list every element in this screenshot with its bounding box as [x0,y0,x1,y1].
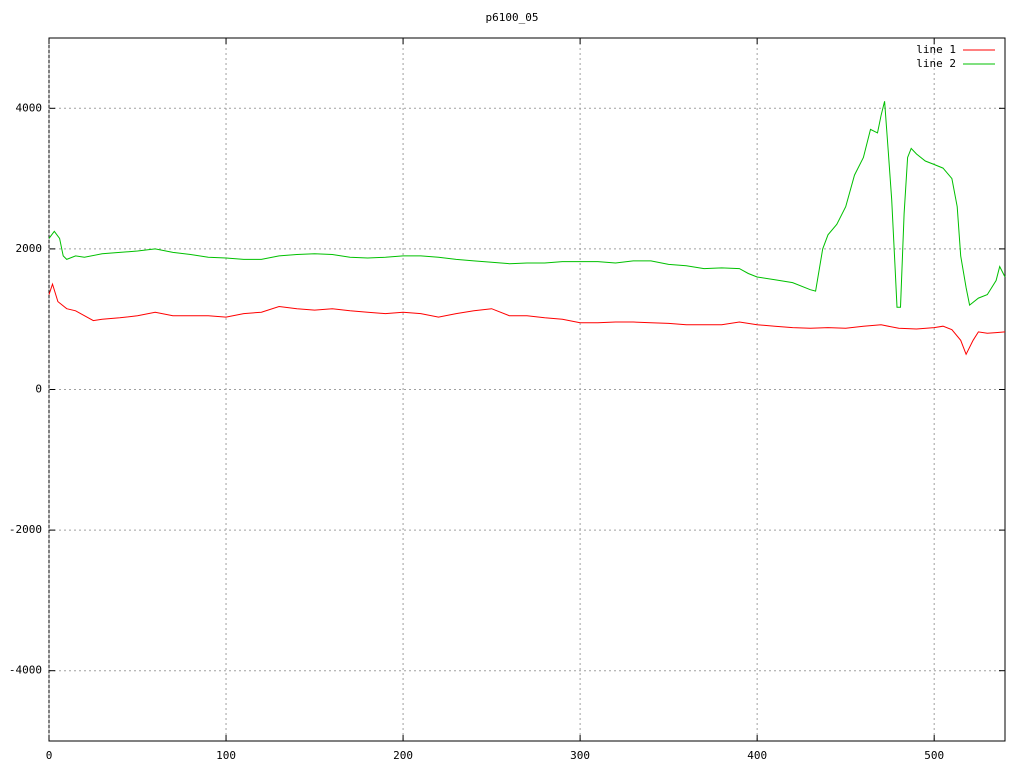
y-tick-label: 2000 [16,242,43,255]
x-tick-label: 300 [570,749,590,762]
legend-label: line 2 [916,57,956,70]
x-tick-label: 200 [393,749,413,762]
x-tick-label: 0 [46,749,53,762]
series-line [48,101,1006,308]
plot-frame [48,37,1006,742]
x-tick-label: 500 [924,749,944,762]
y-tick-label: 0 [35,383,42,396]
y-tick-label: 4000 [16,101,43,114]
x-tick-label: 400 [747,749,767,762]
series-line [48,282,1006,356]
legend-label: line 1 [916,43,956,56]
y-tick-label: -4000 [9,664,42,677]
x-tick-label: 100 [216,749,236,762]
chart-title: p6100_05 [486,11,539,24]
y-tick-label: -2000 [9,523,42,536]
